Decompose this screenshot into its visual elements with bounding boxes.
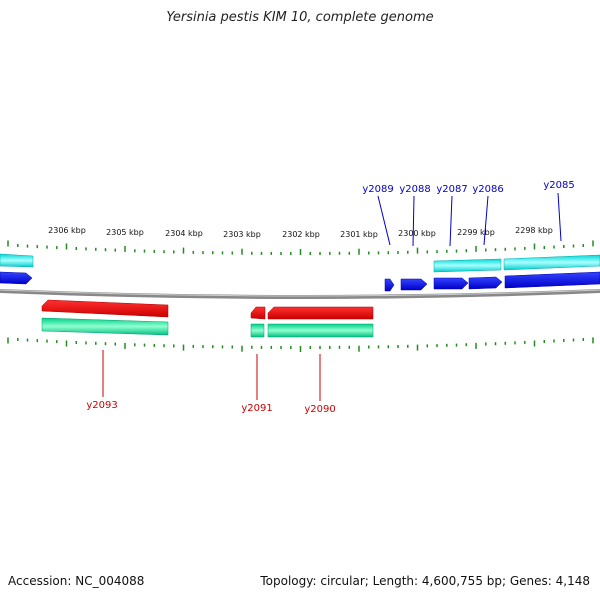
scale-label: 2305 kbp [106, 228, 144, 237]
topology-label: Topology: circular; Length: 4,600,755 bp… [260, 574, 590, 588]
cds-block [250, 323, 265, 338]
scale-label: 2306 kbp [48, 226, 86, 235]
accession-label: Accession: NC_004088 [8, 574, 145, 588]
gene-arrow [504, 271, 600, 289]
reverse-cds-track [41, 317, 374, 338]
scale-label: 2300 kbp [398, 229, 436, 238]
forward-gene-labels: y2089 y2088 y2087 y2086 y2085 [362, 180, 575, 247]
scale-label: 2303 kbp [223, 230, 261, 239]
outer-scale-ticks [7, 240, 594, 255]
cds-block [41, 317, 169, 336]
scale-label: 2304 kbp [165, 229, 203, 238]
scale-labels: 2306 kbp 2305 kbp 2304 kbp 2303 kbp 2302… [48, 226, 553, 239]
gene-arrow [41, 299, 169, 318]
cds-block [433, 258, 502, 273]
gene-label-y2086[interactable]: y2086 [472, 184, 503, 195]
gene-arrow [400, 278, 428, 291]
gene-arrow [0, 271, 33, 285]
gene-arrow [250, 306, 266, 320]
gene-label-y2090[interactable]: y2090 [304, 404, 335, 415]
cds-block [0, 253, 34, 268]
scale-label: 2301 kbp [340, 230, 378, 239]
scale-label: 2302 kbp [282, 230, 320, 239]
reverse-gene-labels: y2093 y2091 y2090 [86, 350, 336, 415]
gene-arrow [433, 277, 469, 290]
map-title: Yersinia pestis KIM 10, complete genome [166, 10, 434, 25]
gene-arrow [384, 278, 395, 292]
cds-block [267, 323, 374, 338]
gene-label-y2087[interactable]: y2087 [436, 184, 467, 195]
cds-block [503, 254, 600, 271]
genome-backbone [0, 289, 600, 299]
gene-label-y2093[interactable]: y2093 [86, 400, 117, 411]
forward-gene-track [0, 271, 600, 292]
scale-label: 2299 kbp [457, 228, 495, 237]
gene-arrow [468, 276, 503, 290]
gene-label-y2091[interactable]: y2091 [241, 403, 272, 414]
inner-scale-ticks [7, 337, 594, 352]
forward-cds-track [0, 253, 600, 273]
gene-label-y2085[interactable]: y2085 [543, 180, 574, 191]
gene-arrow [267, 306, 374, 320]
gene-label-y2089[interactable]: y2089 [362, 184, 393, 195]
scale-label: 2298 kbp [515, 226, 553, 235]
gene-label-y2088[interactable]: y2088 [399, 184, 430, 195]
reverse-gene-track [41, 299, 374, 320]
